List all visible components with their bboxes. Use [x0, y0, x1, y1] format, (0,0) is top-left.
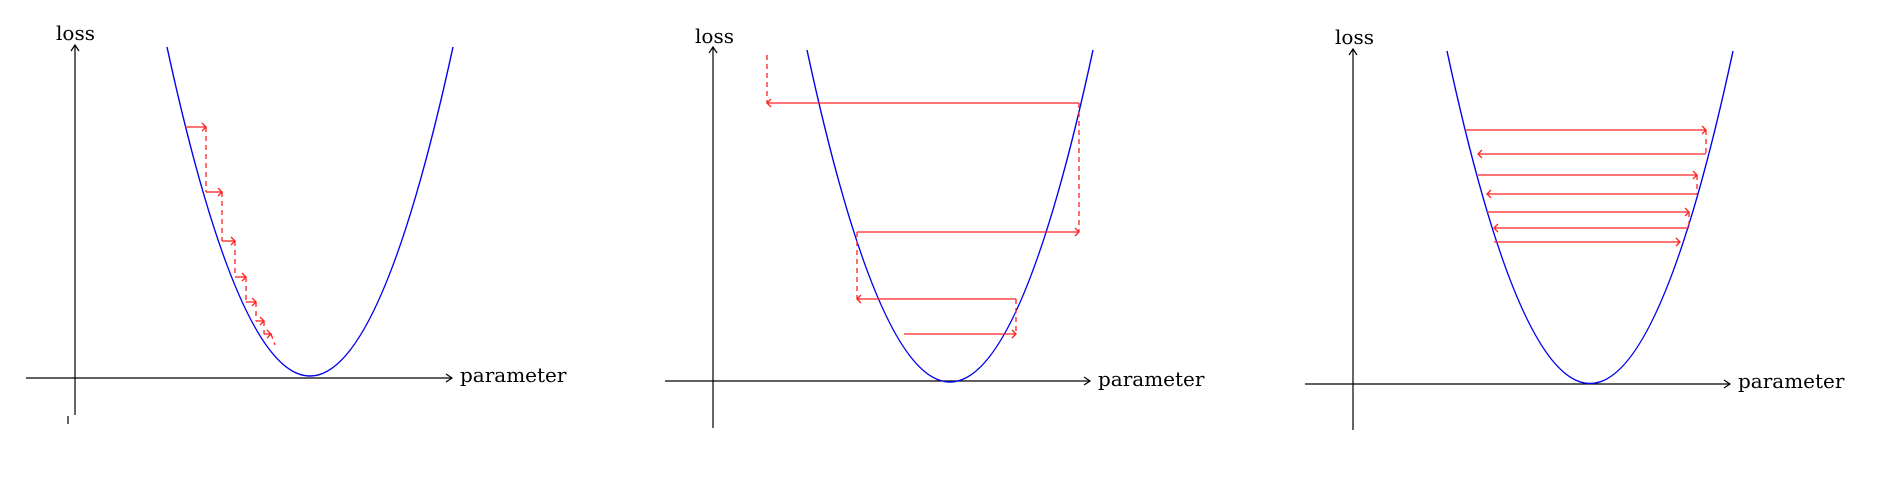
panel-too-large-learning-rate: loss parameter: [1305, 25, 1845, 430]
loss-curve: [1446, 50, 1734, 385]
y-axis-arrowhead: [1348, 47, 1358, 56]
update-steps: [1465, 125, 1707, 247]
panel-large-learning-rate: loss parameter: [665, 24, 1205, 428]
x-axis-arrowhead: [1083, 376, 1092, 386]
x-axis-arrowhead: [1723, 379, 1732, 389]
update-steps: [766, 55, 1080, 339]
x-axis-arrowhead: [445, 373, 454, 383]
y-axis-label: loss: [56, 21, 95, 45]
loss-curve: [166, 46, 454, 377]
y-axis-label: loss: [1335, 25, 1374, 49]
y-axis-arrowhead: [70, 43, 80, 52]
x-axis-label: parameter: [460, 363, 567, 387]
x-axis-label: parameter: [1738, 369, 1845, 393]
loss-curve: [806, 49, 1094, 383]
update-steps: [185, 122, 276, 346]
panel-small-learning-rate: loss parameter: [26, 21, 567, 424]
x-axis-label: parameter: [1098, 367, 1205, 391]
y-axis-label: loss: [695, 24, 734, 48]
y-axis-arrowhead: [708, 45, 718, 54]
